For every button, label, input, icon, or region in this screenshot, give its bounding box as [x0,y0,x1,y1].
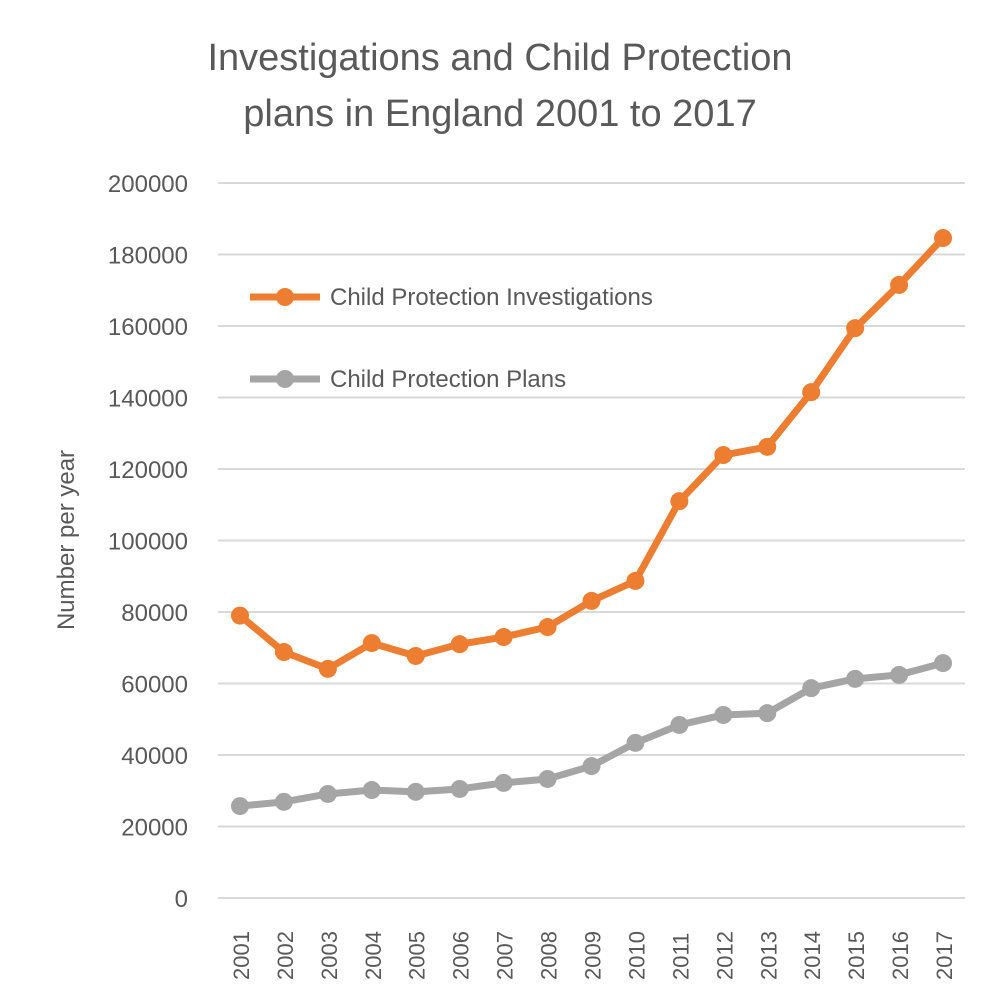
x-tick-label: 2004 [361,931,386,980]
y-tick-label: 200000 [108,171,188,198]
data-point [538,769,557,788]
series-line [239,659,944,810]
x-tick-label: 2017 [932,931,957,980]
data-point [758,704,777,723]
data-point [802,679,821,698]
y-tick-label: 0 [175,886,188,913]
data-point [846,669,865,688]
x-tick-label: 2013 [756,931,781,980]
data-point [582,591,601,610]
data-point [714,705,733,724]
data-point [890,665,909,684]
data-point [274,792,293,811]
data-point [230,606,249,625]
chart-title-line-2: plans in England 2001 to 2017 [243,93,756,135]
data-point [362,781,381,800]
data-point [230,797,249,816]
legend-entry: Child Protection Investigations [250,284,653,311]
legend-label: Child Protection Plans [330,366,566,393]
data-point [450,779,469,798]
chart-title-line-1: Investigations and Child Protection [207,37,792,79]
y-tick-label: 20000 [121,815,188,842]
data-point [758,437,777,456]
data-point [846,319,865,338]
x-tick-label: 2001 [229,931,254,980]
x-tick-label: 2005 [405,931,430,980]
data-point [538,618,557,637]
x-tick-label: 2008 [537,931,562,980]
data-point [406,782,425,801]
x-tick-label: 2009 [581,931,606,980]
x-tick-label: 2015 [844,931,869,980]
legend-entry: Child Protection Plans [250,366,566,393]
data-point [934,229,953,248]
y-tick-label: 80000 [121,600,188,627]
y-tick-label: 180000 [108,243,188,270]
data-point [582,757,601,776]
series-1 [230,654,953,816]
data-point [802,383,821,402]
data-point [450,635,469,654]
legend-marker [276,288,294,306]
x-tick-label: 2011 [668,933,693,980]
data-point [626,571,645,590]
legend-label: Child Protection Investigations [330,284,653,311]
x-tick-label: 2010 [624,931,649,980]
data-point [714,446,733,465]
data-point [362,634,381,653]
y-tick-label: 140000 [108,386,188,413]
data-point [494,773,513,792]
data-point [274,643,293,662]
x-tick-label: 2002 [273,931,298,980]
data-point [890,275,909,294]
legend-marker [276,370,294,388]
x-tick-label: 2014 [800,931,825,980]
y-tick-label: 60000 [121,672,188,699]
x-tick-label: 2006 [449,931,474,980]
x-tick-label: 2012 [712,931,737,980]
data-point [626,733,645,752]
data-point [494,628,513,647]
y-axis-label: Number per year [53,450,80,630]
data-point [934,654,953,673]
x-tick-label: 2003 [317,931,342,980]
x-tick-label: 2016 [888,931,913,980]
data-point [670,715,689,734]
y-tick-label: 160000 [108,314,188,341]
series-0 [230,229,953,678]
data-point [406,646,425,665]
data-point [318,659,337,678]
y-tick-label: 100000 [108,529,188,556]
data-point [670,492,689,511]
y-tick-label: 120000 [108,457,188,484]
y-tick-label: 40000 [121,743,188,770]
data-point [318,784,337,803]
x-tick-label: 2007 [493,931,518,980]
